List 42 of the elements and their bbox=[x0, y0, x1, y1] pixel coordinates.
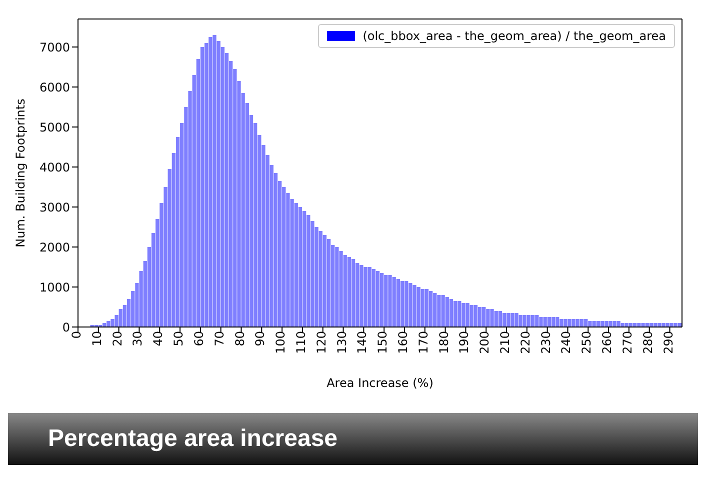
x-tick-label: 80 bbox=[232, 331, 247, 346]
x-tick-label: 240 bbox=[559, 331, 574, 354]
x-tick-label: 290 bbox=[661, 331, 676, 354]
y-tick-label: 1000 bbox=[39, 280, 70, 294]
legend-label: (olc_bbox_area - the_geom_area) / the_geom_area bbox=[362, 29, 666, 43]
x-tick-label: 210 bbox=[498, 331, 512, 354]
y-tick-label: 0 bbox=[62, 320, 70, 334]
y-tick-label: 7000 bbox=[39, 40, 70, 54]
x-tick-label: 60 bbox=[192, 331, 206, 346]
x-tick-label: 0 bbox=[70, 331, 84, 339]
x-tick-label: 220 bbox=[518, 331, 532, 354]
caption-band: Percentage area increase bbox=[8, 413, 698, 465]
x-tick-label: 100 bbox=[274, 331, 288, 354]
x-tick-label: 150 bbox=[376, 331, 390, 354]
y-tick-label: 6000 bbox=[39, 80, 70, 94]
x-tick-label: 50 bbox=[172, 331, 186, 346]
x-tick-label: 140 bbox=[355, 331, 370, 354]
x-tick-label: 10 bbox=[90, 331, 104, 346]
x-tick-label: 20 bbox=[110, 331, 124, 346]
x-tick-label: 40 bbox=[151, 331, 166, 346]
y-tick-label: 4000 bbox=[39, 160, 70, 174]
x-tick-label: 230 bbox=[538, 331, 553, 354]
x-tick-label: 270 bbox=[620, 331, 634, 354]
x-tick-label: 250 bbox=[580, 331, 594, 354]
x-tick-label: 280 bbox=[640, 331, 655, 354]
y-tick-label: 5000 bbox=[39, 120, 70, 134]
x-tick-label: 190 bbox=[457, 331, 472, 354]
x-tick-label: 170 bbox=[416, 331, 430, 354]
x-tick-label: 120 bbox=[314, 331, 328, 354]
y-tick-label: 3000 bbox=[39, 200, 70, 214]
x-tick-label: 130 bbox=[334, 331, 349, 354]
x-tick-label: 70 bbox=[212, 331, 226, 346]
x-axis-title: Area Increase (%) bbox=[326, 376, 434, 390]
x-tick-label: 30 bbox=[130, 331, 145, 346]
y-tick-label: 2000 bbox=[39, 240, 70, 254]
x-tick-label: 200 bbox=[478, 331, 492, 354]
x-tick-label: 160 bbox=[396, 331, 410, 354]
x-tick-label: 260 bbox=[600, 331, 614, 354]
x-tick-label: 180 bbox=[436, 331, 451, 354]
x-tick-label: 110 bbox=[294, 331, 308, 354]
x-tick-label: 90 bbox=[253, 331, 268, 346]
y-axis-title: Num. Building Footprints bbox=[13, 98, 28, 248]
